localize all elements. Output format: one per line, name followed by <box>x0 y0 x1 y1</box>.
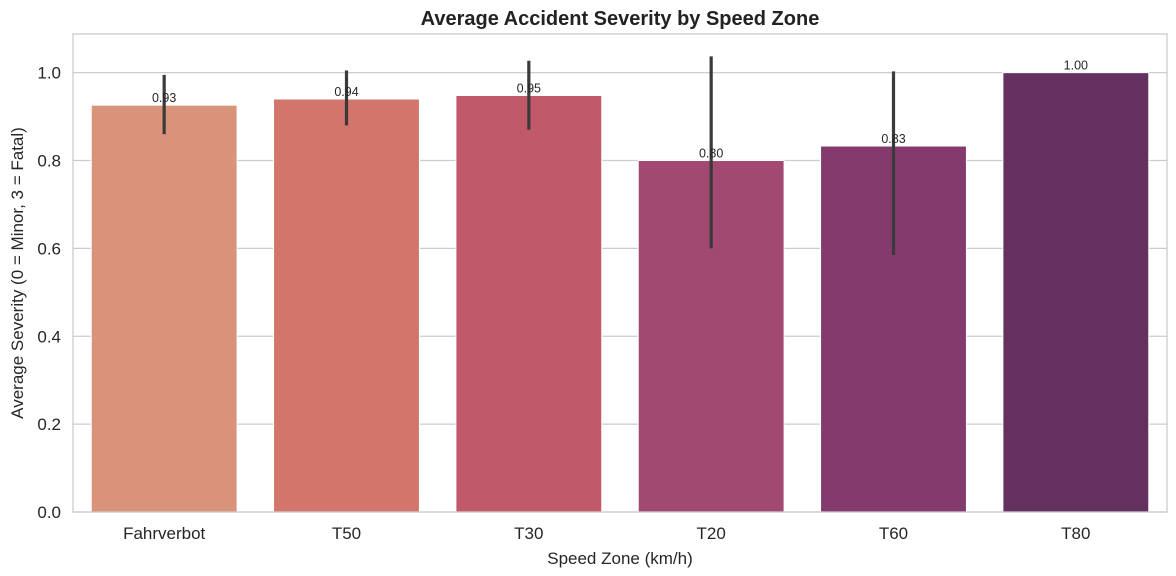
y-tick-label: 0.4 <box>37 327 61 346</box>
x-tick-label: T60 <box>879 524 908 543</box>
chart-title: Average Accident Severity by Speed Zone <box>421 8 820 30</box>
y-tick-labels: 0.0 0.2 0.4 0.6 0.8 1.0 <box>37 64 61 522</box>
data-label: 0.93 <box>152 91 176 105</box>
data-label: 0.95 <box>517 82 541 96</box>
error-bars <box>162 56 896 255</box>
y-tick-label: 1.0 <box>37 64 61 83</box>
x-tick-label: T50 <box>332 524 361 543</box>
x-tick-label: T20 <box>697 524 726 543</box>
bar <box>1002 72 1150 513</box>
data-label: 0.83 <box>881 132 905 146</box>
x-tick-label: Fahrverbot <box>123 524 205 543</box>
x-tick-label: T80 <box>1061 524 1090 543</box>
y-tick-label: 0.2 <box>37 415 61 434</box>
data-label: 0.80 <box>699 147 723 161</box>
bar <box>90 104 238 513</box>
bars <box>90 72 1150 513</box>
y-tick-label: 0.8 <box>37 152 61 171</box>
x-tick-labels: Fahrverbot T50 T30 T20 T60 T80 <box>123 524 1090 543</box>
bar <box>455 95 603 513</box>
bar <box>273 98 420 513</box>
y-tick-label: 0.0 <box>37 503 61 522</box>
data-label: 0.94 <box>334 85 358 99</box>
y-tick-label: 0.6 <box>37 239 61 258</box>
x-axis-label: Speed Zone (km/h) <box>547 549 693 568</box>
plot-frame <box>72 33 1168 513</box>
y-axis-label: Average Severity (0 = Minor, 3 = Fatal) <box>8 127 27 419</box>
x-tick-label: T30 <box>514 524 543 543</box>
data-label: 1.00 <box>1064 59 1088 73</box>
data-labels: 0.93 0.94 0.95 0.80 0.83 1.00 <box>152 59 1088 161</box>
